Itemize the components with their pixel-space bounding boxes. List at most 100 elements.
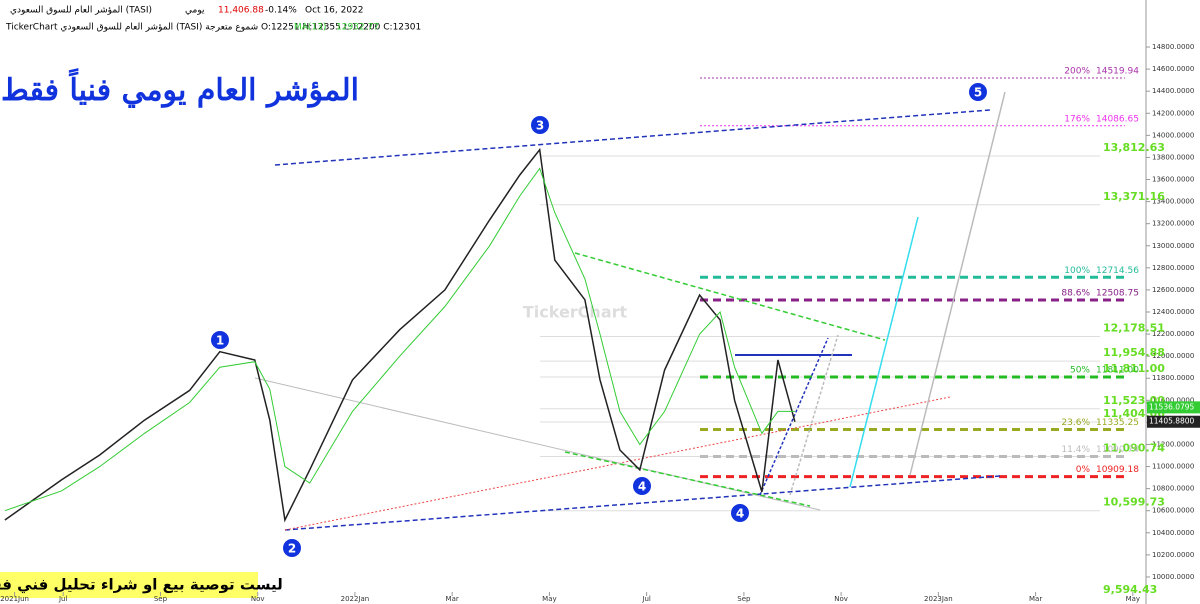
y-tick-label: 14600.0000	[1152, 65, 1194, 73]
fib-value: 11335.25	[1096, 418, 1139, 428]
y-tick-label: 12200.0000	[1152, 330, 1194, 338]
level-label: 9,594.43	[1103, 583, 1157, 596]
chart-title: المؤشر العام يومي فنياً فقط	[1, 67, 359, 108]
wave-label: 4	[638, 480, 646, 494]
y-tick-label: 10200.0000	[1152, 551, 1194, 559]
y-tick-label: 12400.0000	[1152, 308, 1194, 316]
fib-percent: 88.6%	[1061, 288, 1090, 298]
y-tick-label: 14400.0000	[1152, 87, 1194, 95]
wave-label: 2	[288, 542, 296, 556]
y-tick-label: 13200.0000	[1152, 220, 1194, 228]
price-tag-label: 11536.0795	[1149, 402, 1195, 411]
wave-marker	[731, 504, 749, 522]
y-tick-label: 10600.0000	[1152, 507, 1194, 515]
note-bg	[0, 572, 258, 598]
x-tick-label: May	[1126, 595, 1140, 603]
fib-value: 11811.00	[1096, 366, 1139, 376]
wave-label: 4	[736, 507, 744, 521]
trend-line	[284, 396, 951, 531]
fib-value: 12714.56	[1096, 266, 1139, 276]
x-tick-label: May	[542, 595, 556, 603]
y-tick-label: 11600.0000	[1152, 396, 1194, 404]
ma-name: MA(13)	[294, 23, 326, 33]
price: 11,406.88	[218, 6, 264, 16]
date: Oct 16, 2022	[305, 6, 364, 16]
x-tick-label: Jul	[58, 595, 68, 603]
y-tick-label: 13800.0000	[1152, 153, 1194, 161]
wave-marker	[283, 539, 301, 557]
header: المؤشر العام للسوق السعودي (TASI) يومي 1…	[5, 6, 421, 33]
y-tick-label: 11800.0000	[1152, 374, 1194, 382]
fib-value: 11090.74	[1096, 445, 1139, 455]
symbol: المؤشر العام للسوق السعودي (TASI)	[10, 6, 152, 16]
x-tick-label: Nov	[251, 595, 265, 603]
ohlc: TickerChart المؤشر العام للسوق السعودي (…	[5, 23, 421, 33]
level-label: 11,954.88	[1103, 346, 1165, 359]
y-tick-label: 10800.0000	[1152, 485, 1194, 493]
y-tick-label: 14000.0000	[1152, 131, 1194, 139]
trend-line	[789, 334, 839, 496]
level-label: 10,599.73	[1103, 496, 1165, 509]
fib-percent: 11.4%	[1061, 445, 1090, 455]
x-tick-label: Nov	[834, 595, 848, 603]
change: -0.14%	[265, 6, 297, 16]
fib-percent: 50%	[1070, 366, 1090, 376]
wave-marker	[531, 116, 549, 134]
x-tick-label: Mar	[1029, 595, 1042, 603]
fib-percent: 176%	[1064, 114, 1090, 124]
trend-line	[909, 91, 1006, 476]
y-tick-label: 11200.0000	[1152, 440, 1194, 448]
y-tick-label: 13400.0000	[1152, 198, 1194, 206]
y-tick-label: 14200.0000	[1152, 109, 1194, 117]
y-tick-label: 11000.0000	[1152, 463, 1194, 471]
x-tick-label: Sep	[737, 595, 751, 603]
fib-value: 10909.18	[1096, 465, 1139, 475]
ma-value: 12932.77	[336, 23, 379, 33]
note: ليست توصية بيع او شراء تحليل فني فقط	[0, 576, 283, 594]
fib-value: 14086.65	[1096, 114, 1139, 124]
y-tick-label: 13600.0000	[1152, 176, 1194, 184]
y-tick-label: 13000.0000	[1152, 242, 1194, 250]
fib-value: 12508.75	[1096, 288, 1139, 298]
trend-line	[849, 216, 919, 488]
price-tag	[1147, 415, 1200, 428]
price-tag	[1147, 401, 1200, 414]
level-label: 11,090.74	[1103, 442, 1165, 455]
watermark: TickerChart	[523, 303, 628, 322]
y-tick-label: 10400.0000	[1152, 529, 1194, 537]
x-tick-label: Mar	[446, 595, 459, 603]
x-tick-label: 2022Jan	[341, 595, 370, 603]
fib-percent: 23.6%	[1061, 418, 1090, 428]
x-tick-label: Jul	[641, 595, 651, 603]
ma-line	[4, 167, 795, 512]
level-label: 13,371.16	[1103, 190, 1165, 203]
y-tick-label: 12600.0000	[1152, 286, 1194, 294]
y-tick-label: 14800.0000	[1152, 43, 1194, 51]
wave-label: 3	[536, 119, 544, 133]
x-tick-label: Sep	[154, 595, 168, 603]
y-tick-label: 10000.0000	[1152, 573, 1194, 581]
y-tick-label: 12800.0000	[1152, 264, 1194, 272]
y-tick-label: 12000.0000	[1152, 352, 1194, 360]
trend-line	[564, 451, 811, 507]
trend-line	[574, 252, 886, 341]
period: يومي	[185, 6, 205, 16]
wave-marker	[211, 331, 229, 349]
wave-label: 1	[216, 334, 224, 348]
fib-percent: 200%	[1064, 66, 1090, 76]
wave-marker	[969, 83, 987, 101]
fib-value: 14519.94	[1096, 66, 1139, 76]
level-label: 13,812.63	[1103, 141, 1165, 154]
fib-percent: 100%	[1064, 266, 1090, 276]
level-label: 12,178.51	[1103, 321, 1165, 334]
price-tag-label: 11405.8800	[1149, 417, 1195, 426]
x-tick-label: 2023Jan	[924, 595, 953, 603]
wave-marker	[633, 477, 651, 495]
level-label: 11,811.00	[1103, 362, 1165, 375]
wave-label: 5	[974, 86, 982, 100]
fib-percent: 0%	[1076, 465, 1091, 475]
x-tick-label: 2021Jun	[0, 595, 29, 603]
